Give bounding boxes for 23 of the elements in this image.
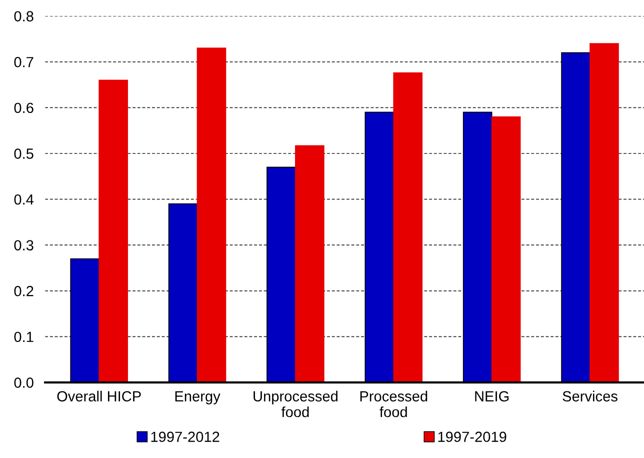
y-tick-label: 0.5 [14,148,34,159]
y-tick-label: 0.7 [14,56,34,68]
bar [295,145,324,382]
text: 0.0 [14,378,34,388]
y-tick-label: 0.1 [14,332,34,342]
x-tick-label: Energy [175,391,220,404]
y-tick-label: 0.4 [14,194,34,205]
y-tick-label: 0.6 [14,102,34,114]
x-tick-label: Processed food [360,390,428,418]
bar [590,43,619,382]
legend-label: 1997-2012 [151,432,220,442]
y-tick-label: 0.8 [14,11,34,22]
y-tick-label: 0.2 [14,286,34,296]
bar [196,48,226,382]
x-tick-label: Services [562,390,618,402]
x-tick-label: Unprocessed food [254,390,338,418]
x-tick-label: Overall HICP [57,390,141,402]
x-tick-label: NEIG [475,391,509,402]
y-tick-label: 0.3 [14,240,34,250]
bar [98,80,128,382]
bar [491,116,521,382]
bar [393,72,423,382]
legend-label: 1997-2019 [438,432,506,442]
